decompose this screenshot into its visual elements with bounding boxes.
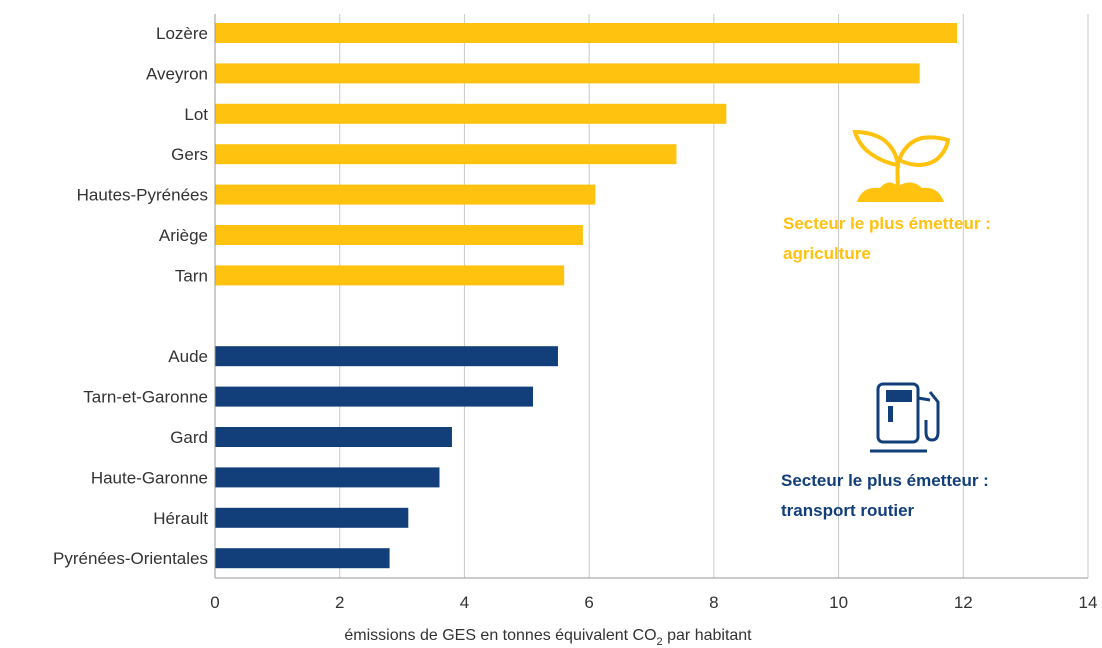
x-tick-label: 6 (584, 593, 593, 612)
bar (215, 548, 390, 569)
annotation-transport-line1: Secteur le plus émetteur : (781, 471, 989, 490)
x-tick-label: 2 (335, 593, 344, 612)
x-tick-label: 12 (954, 593, 973, 612)
category-label: Ariège (159, 226, 208, 245)
bar (215, 467, 440, 488)
annotation-transport-line2: transport routier (781, 501, 915, 520)
category-label: Aveyron (146, 64, 208, 83)
x-axis-title: émissions de GES en tonnes équivalent CO… (344, 627, 752, 648)
category-label: Pyrénées-Orientales (53, 549, 208, 568)
bar (215, 265, 565, 286)
bar (215, 507, 409, 528)
category-label: Tarn-et-Garonne (83, 388, 208, 407)
x-tick-labels: 0 2 4 6 8 10 12 14 (210, 593, 1097, 612)
category-label: Lozère (156, 24, 208, 43)
bar (215, 427, 452, 447)
category-label: Hautes-Pyrénées (77, 186, 208, 205)
x-tick-label: 0 (210, 593, 219, 612)
x-tick-label: 4 (460, 593, 469, 612)
bar (215, 225, 583, 245)
category-label: Aude (168, 347, 208, 366)
annotation-agriculture-line2: agriculture (783, 244, 871, 263)
bar (215, 63, 920, 84)
fuel-pump-icon (870, 382, 940, 453)
plant-sprout-icon (852, 129, 951, 202)
gridlines (339, 14, 1089, 578)
bar (215, 386, 534, 407)
category-label: Gard (170, 428, 208, 447)
x-axis-title-subscript: 2 (657, 636, 663, 648)
category-label: Hérault (153, 509, 208, 528)
category-label: Haute-Garonne (91, 468, 208, 487)
x-axis-title-tail: par habitant (663, 627, 753, 644)
annotation-agriculture-line1: Secteur le plus émetteur : (783, 214, 991, 233)
bar (215, 184, 596, 205)
bars (215, 23, 958, 569)
bar (215, 103, 727, 124)
bar (215, 23, 958, 43)
category-label: Gers (171, 145, 208, 164)
category-label: Lot (184, 105, 208, 124)
x-tick-label: 14 (1079, 593, 1098, 612)
category-labels: Lozère Aveyron Lot Gers Hautes-Pyrénées Arièg… (53, 24, 208, 568)
x-axis-title-main: émissions de GES en tonnes équivalent CO (344, 627, 656, 644)
x-tick-label: 10 (829, 593, 848, 612)
x-tick-label: 8 (709, 593, 718, 612)
bar (215, 346, 558, 367)
bar (215, 144, 677, 165)
category-label: Tarn (175, 266, 208, 285)
